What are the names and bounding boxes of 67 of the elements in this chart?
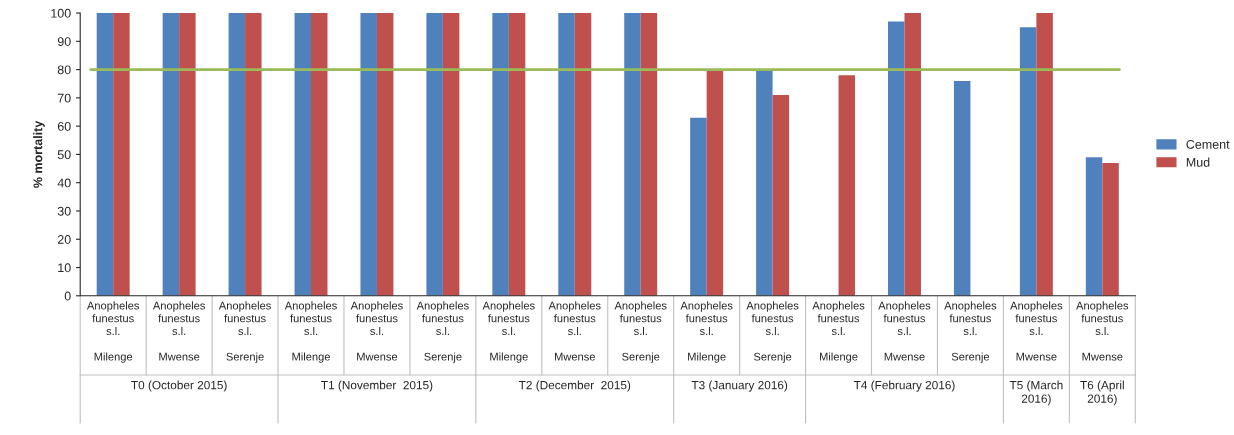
category-label: Anopheles funestus s.l. Mwense bbox=[548, 301, 601, 361]
y-tick-label: 10 bbox=[58, 263, 71, 273]
bar bbox=[96, 13, 114, 296]
category-label: Anopheles funestus s.l. Serenje bbox=[218, 301, 271, 363]
bar bbox=[245, 13, 262, 296]
category-label: Anopheles funestus s.l. Mwense bbox=[1076, 301, 1129, 361]
text: T0 (October 2015) bbox=[131, 380, 227, 392]
bar bbox=[624, 13, 641, 296]
bar bbox=[311, 13, 328, 296]
y-tick-label: 20 bbox=[57, 235, 71, 244]
category-label: Anopheles funestus s.l. Milenge bbox=[680, 301, 733, 363]
text: T5 (March 2016) bbox=[1009, 380, 1063, 406]
y-axis-title: % mortality bbox=[33, 120, 45, 188]
bar bbox=[179, 13, 196, 296]
y-tick-label: 100 bbox=[51, 8, 71, 18]
bar bbox=[1019, 27, 1037, 296]
bar bbox=[508, 13, 526, 296]
text: T3 (January 2016) bbox=[691, 380, 788, 392]
bar bbox=[376, 13, 394, 296]
text: T4 (February 2016) bbox=[853, 380, 955, 392]
y-tick-label: 50 bbox=[57, 150, 71, 160]
bar bbox=[360, 13, 377, 296]
text: T2 (December 2015) bbox=[518, 380, 631, 392]
category-label: Anopheles funestus s.l. Mwense bbox=[350, 301, 403, 361]
category-label: Anopheles funestus s.l. Milenge bbox=[284, 301, 337, 363]
y-tick-label: 80 bbox=[57, 65, 71, 75]
category-label: Anopheles funestus s.l. Serenje bbox=[614, 301, 667, 363]
category-label: Anopheles funestus s.l. Milenge bbox=[482, 301, 535, 363]
category-label: Anopheles funestus s.l. Milenge bbox=[812, 301, 865, 363]
category-label: Anopheles funestus s.l. Milenge bbox=[86, 301, 140, 363]
bar bbox=[113, 13, 130, 296]
bar bbox=[838, 75, 856, 296]
bar bbox=[492, 13, 509, 296]
bar bbox=[756, 69, 773, 296]
category-label: Anopheles funestus s.l. Serenje bbox=[416, 301, 469, 363]
category-label: Anopheles funestus s.l. Serenje bbox=[944, 301, 997, 363]
y-tick-label: 60 bbox=[57, 121, 71, 131]
bar bbox=[690, 117, 707, 296]
y-tick-label: 90 bbox=[57, 37, 71, 46]
category-label: Anopheles funestus s.l. Mwense bbox=[152, 301, 205, 361]
bar bbox=[442, 13, 460, 296]
bar bbox=[706, 69, 724, 296]
bar bbox=[294, 13, 312, 296]
y-tick-label: 40 bbox=[57, 178, 71, 188]
legend-label: Cement bbox=[1186, 139, 1230, 149]
text: T1 (November 2015) bbox=[321, 380, 433, 392]
bar bbox=[228, 13, 246, 296]
bar bbox=[574, 13, 592, 296]
category-label: Anopheles funestus s.l. Mwense bbox=[878, 301, 931, 361]
bar bbox=[558, 13, 575, 296]
y-tick-label: 0 bbox=[64, 291, 71, 301]
category-label: Anopheles funestus s.l. Mwense bbox=[1010, 301, 1063, 361]
bar bbox=[1085, 157, 1103, 296]
category-label: Anopheles funestus s.l. Serenje bbox=[746, 301, 799, 363]
y-tick-label: 70 bbox=[57, 93, 71, 103]
text: T6 (April 2016) bbox=[1080, 380, 1124, 406]
bar bbox=[953, 80, 971, 296]
bar bbox=[162, 13, 180, 296]
bar bbox=[640, 13, 658, 296]
bar bbox=[772, 95, 790, 296]
legend-label: Mud bbox=[1186, 157, 1210, 167]
bar bbox=[1036, 13, 1053, 296]
y-tick-label: 30 bbox=[57, 206, 71, 216]
bar bbox=[904, 13, 921, 296]
bar bbox=[1102, 162, 1119, 296]
bar bbox=[888, 21, 905, 296]
bar bbox=[426, 13, 443, 296]
